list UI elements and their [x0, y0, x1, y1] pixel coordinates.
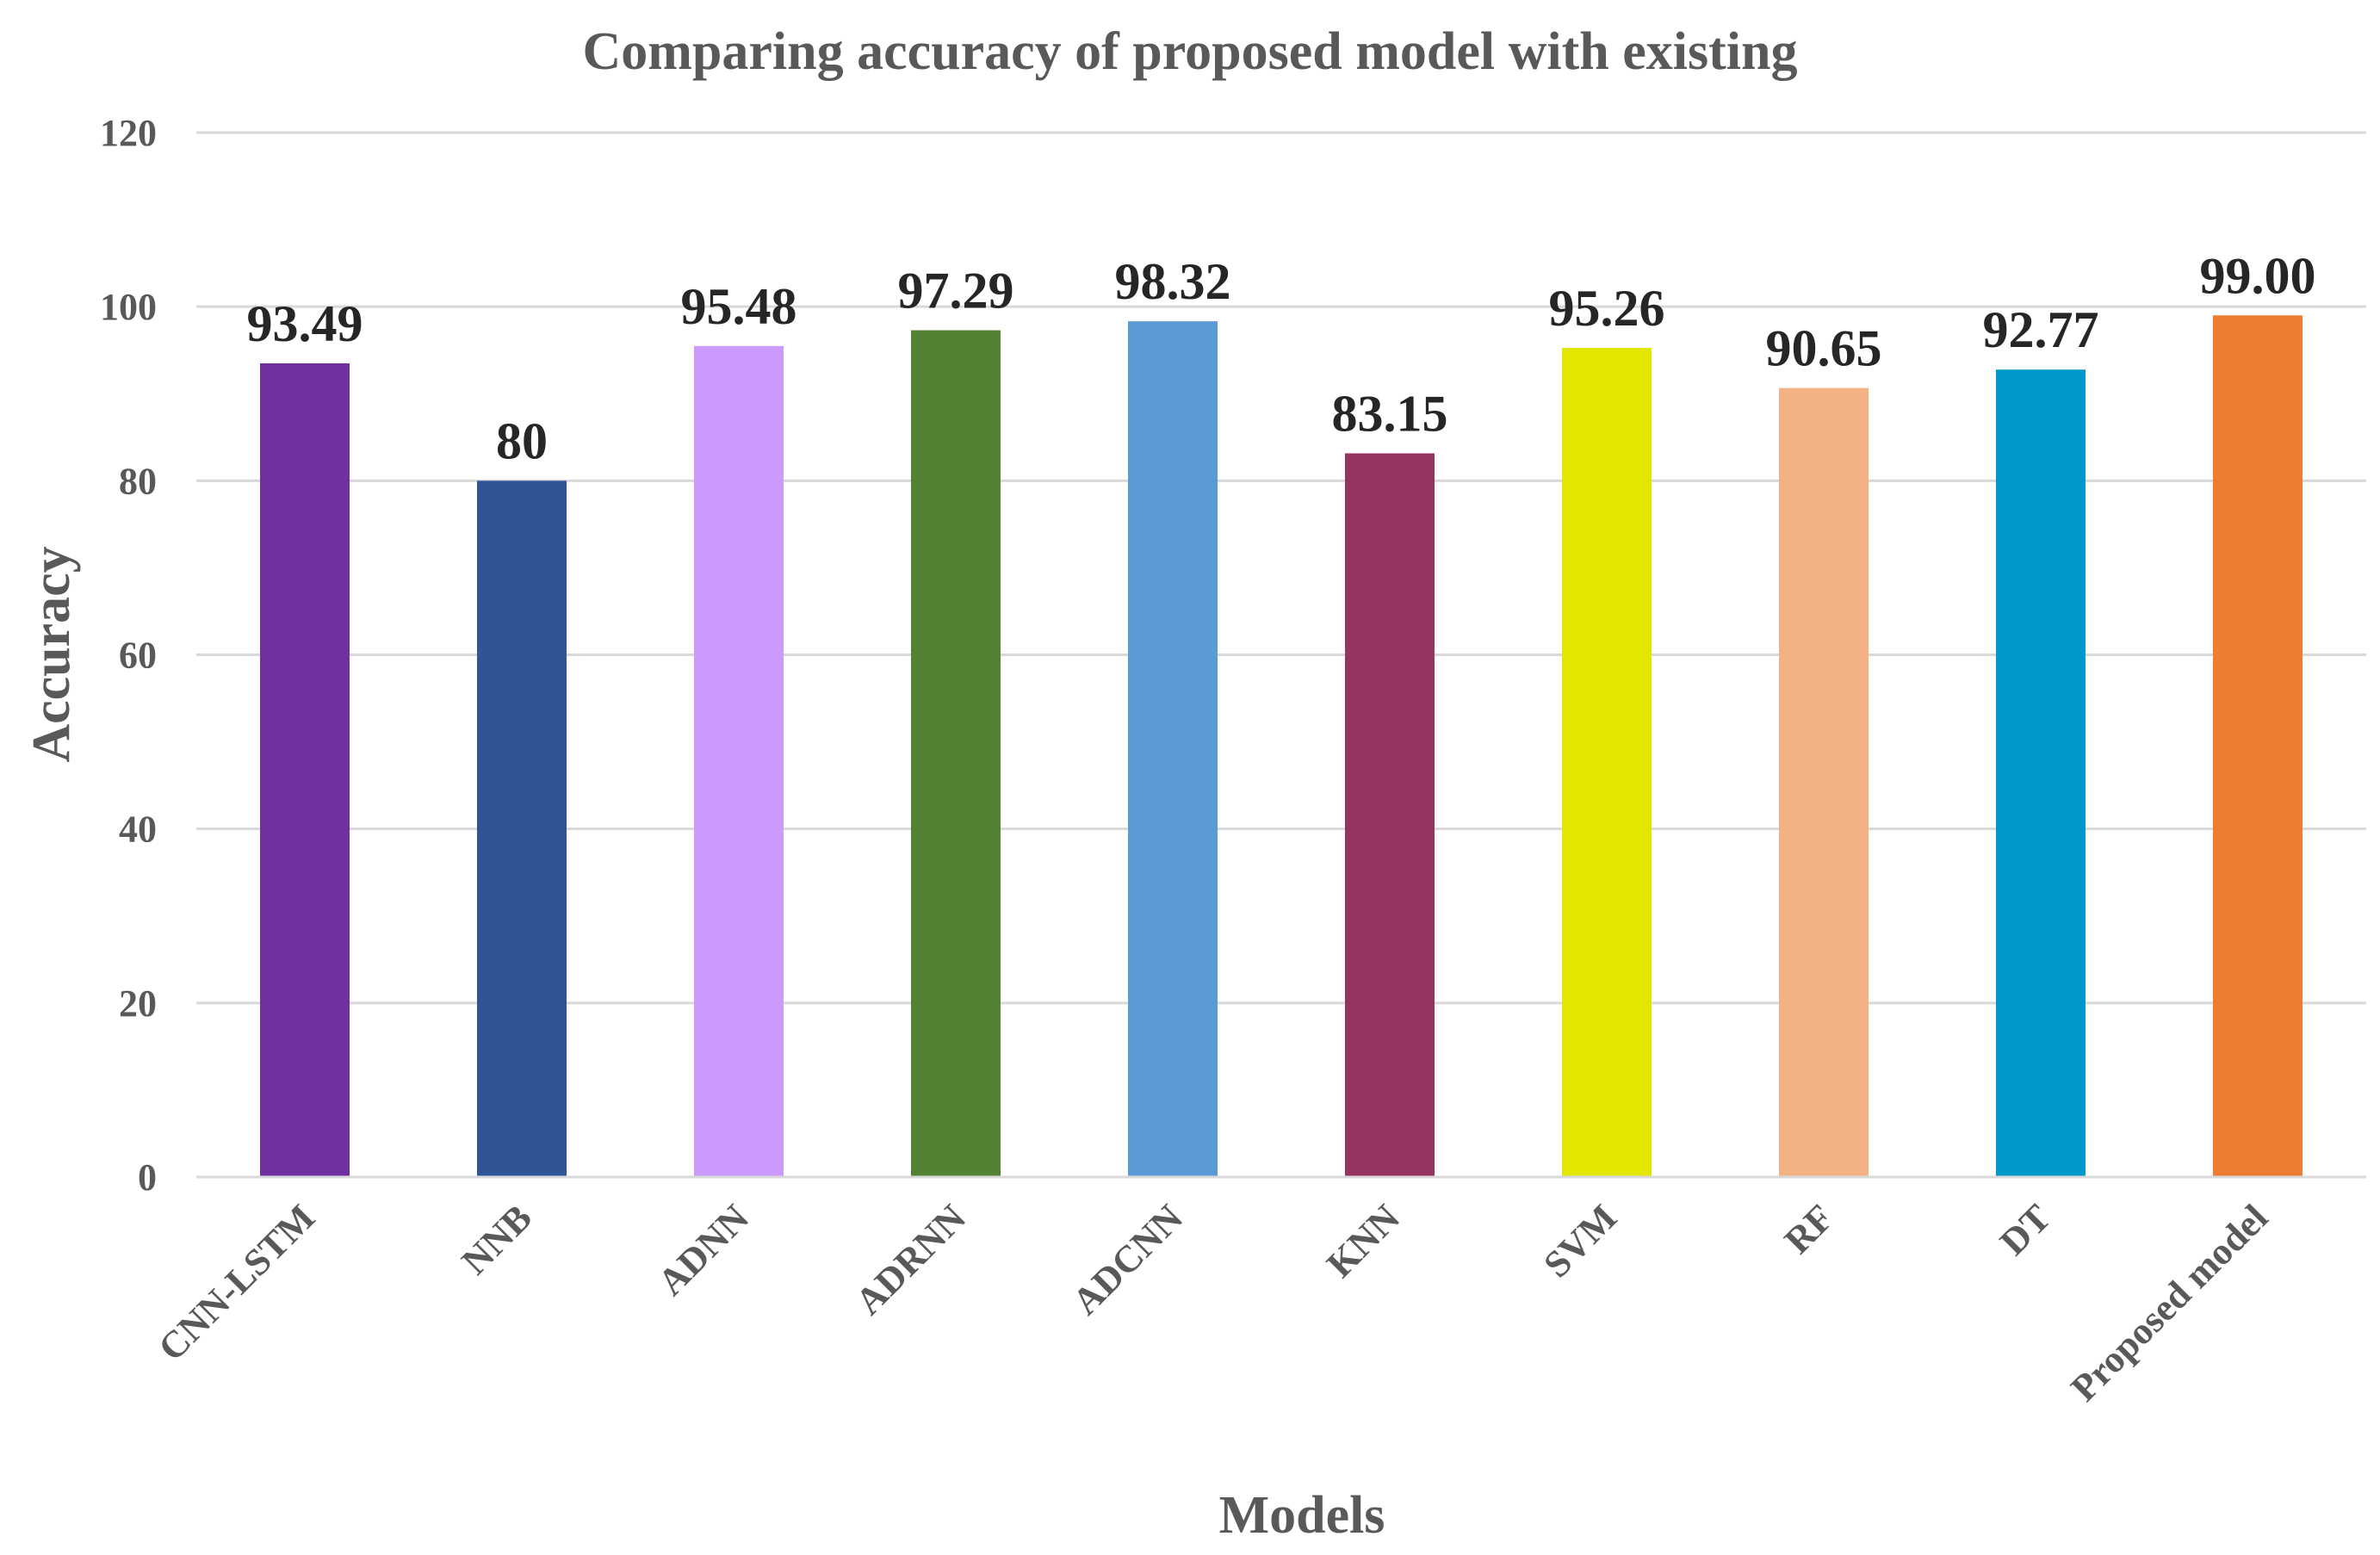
category-label: NNB [454, 1196, 540, 1282]
category-label: KNN [1318, 1196, 1408, 1286]
category-label: CNN-LSTM [150, 1196, 323, 1369]
bar-dt [1996, 369, 2086, 1178]
y-axis-title: Accuracy [22, 546, 81, 762]
data-label: 99.00 [2200, 247, 2316, 304]
category-label: Proposed model [2063, 1196, 2277, 1409]
data-label: 83.15 [1332, 385, 1448, 442]
bars [260, 315, 2303, 1178]
data-label: 95.48 [681, 278, 797, 335]
bar-adnn [694, 345, 784, 1177]
bar-svm [1562, 348, 1652, 1177]
data-label: 95.26 [1549, 280, 1665, 337]
x-axis-title: Models [1219, 1486, 1385, 1545]
category-label: RF [1776, 1196, 1842, 1261]
chart-title: Comparing accuracy of proposed model wit… [582, 22, 1797, 81]
y-tick-label: 40 [119, 808, 157, 851]
data-label: 92.77 [1983, 301, 2099, 358]
y-tick-label: 0 [138, 1156, 157, 1199]
bar-nnb [477, 480, 567, 1177]
y-tick-label: 60 [119, 635, 157, 677]
category-label: DT [1992, 1196, 2059, 1263]
y-axis-ticks: 0 20 40 60 80 100 120 [100, 112, 157, 1199]
bar-cnn-lstm [260, 362, 350, 1177]
y-tick-label: 100 [100, 286, 157, 328]
y-tick-label: 120 [100, 112, 157, 154]
y-tick-label: 20 [119, 982, 157, 1025]
category-label: ADRNN [847, 1196, 974, 1323]
data-label: 80 [496, 412, 548, 469]
y-tick-label: 80 [119, 460, 157, 502]
bar-adcnn [1128, 321, 1218, 1177]
data-labels: 93.49 80 95.48 97.29 98.32 83.15 95.26 90.65 92.… [247, 247, 2316, 469]
category-label: ADNN [650, 1196, 758, 1304]
category-label: ADCNN [1064, 1196, 1191, 1323]
data-label: 93.49 [247, 295, 363, 352]
data-label: 90.65 [1766, 320, 1882, 377]
data-label: 98.32 [1115, 253, 1231, 310]
category-labels: CNN-LSTM NNB ADNN ADRNN ADCNN KNN SVM RF DT Propo… [150, 1196, 2276, 1409]
data-label: 97.29 [898, 263, 1014, 319]
bar-adrnn [911, 330, 1001, 1177]
bar-knn [1345, 453, 1435, 1177]
bar-rf [1779, 387, 1869, 1178]
bar-proposed-model [2213, 315, 2303, 1177]
category-label: SVM [1535, 1196, 1625, 1286]
